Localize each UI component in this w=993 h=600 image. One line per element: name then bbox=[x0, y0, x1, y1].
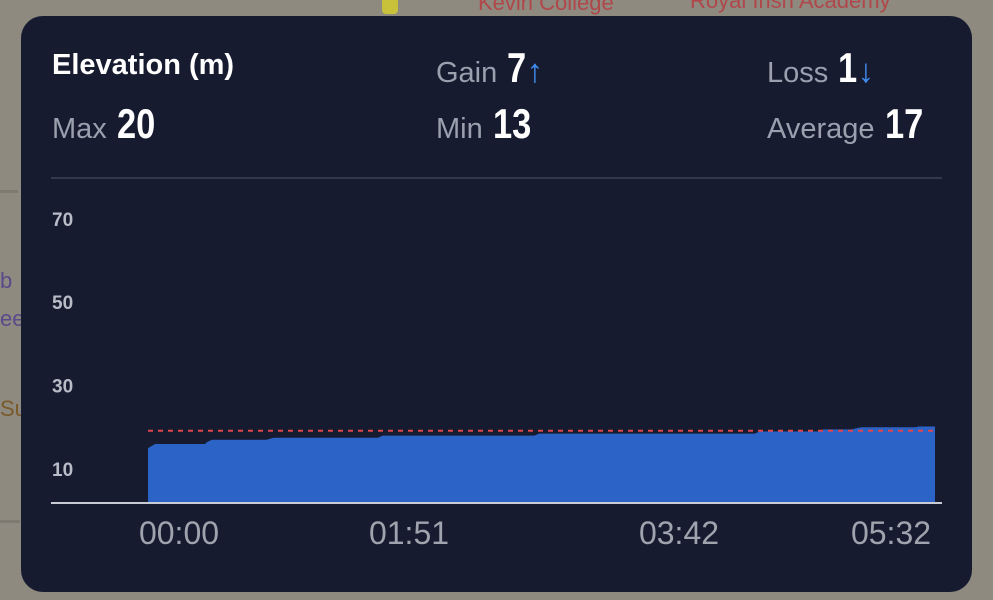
map-label-side-1: b bbox=[0, 268, 13, 293]
loss-value: 1 bbox=[838, 44, 858, 91]
y-tick-label: 70 bbox=[52, 210, 73, 231]
elevation-card: Elevation (m) Gain 7 ↑ Loss 1 ↓ Max 20 M… bbox=[21, 16, 972, 592]
map-road bbox=[0, 520, 20, 523]
average-value: 17 bbox=[884, 100, 923, 147]
y-axis: 70 50 30 10 bbox=[52, 210, 73, 481]
map-label-college: Kevin College bbox=[478, 0, 614, 15]
average-label: Average bbox=[767, 113, 875, 145]
elevation-area bbox=[148, 426, 935, 502]
loss-label: Loss bbox=[767, 57, 829, 89]
max-value: 20 bbox=[116, 100, 156, 147]
arrow-up-icon: ↑ bbox=[526, 52, 544, 89]
loss-stat: Loss 1 ↓ bbox=[767, 44, 874, 92]
map-label-academy: Royal Irish Academy bbox=[690, 0, 891, 13]
elevation-chart[interactable]: 70 50 30 10 00:00 01:51 03:42 05:32 bbox=[21, 16, 972, 592]
y-tick-label: 30 bbox=[52, 377, 73, 398]
min-value: 13 bbox=[492, 100, 532, 147]
x-tick-label: 00:00 bbox=[139, 515, 219, 551]
x-tick-label: 05:32 bbox=[851, 515, 931, 551]
max-stat: Max 20 bbox=[52, 100, 164, 148]
arrow-down-icon: ↓ bbox=[857, 52, 875, 89]
gain-stat: Gain 7 ↑ bbox=[436, 44, 543, 92]
min-stat: Min 13 bbox=[436, 100, 539, 148]
gain-value: 7 bbox=[507, 44, 527, 91]
x-axis: 00:00 01:51 03:42 05:32 bbox=[139, 515, 931, 551]
gain-label: Gain bbox=[436, 57, 498, 89]
map-label-side-2: ee bbox=[0, 306, 25, 331]
header-divider bbox=[51, 177, 942, 179]
y-tick-label: 10 bbox=[52, 460, 73, 481]
average-stat: Average 17 bbox=[767, 100, 931, 148]
x-tick-label: 01:51 bbox=[369, 515, 449, 551]
max-label: Max bbox=[52, 113, 107, 145]
map-road bbox=[0, 190, 18, 193]
x-tick-label: 03:42 bbox=[639, 515, 719, 551]
elevation-title: Elevation (m) bbox=[52, 49, 235, 81]
y-tick-label: 50 bbox=[52, 293, 73, 314]
min-label: Min bbox=[436, 113, 483, 145]
map-road-highlight bbox=[382, 0, 398, 14]
